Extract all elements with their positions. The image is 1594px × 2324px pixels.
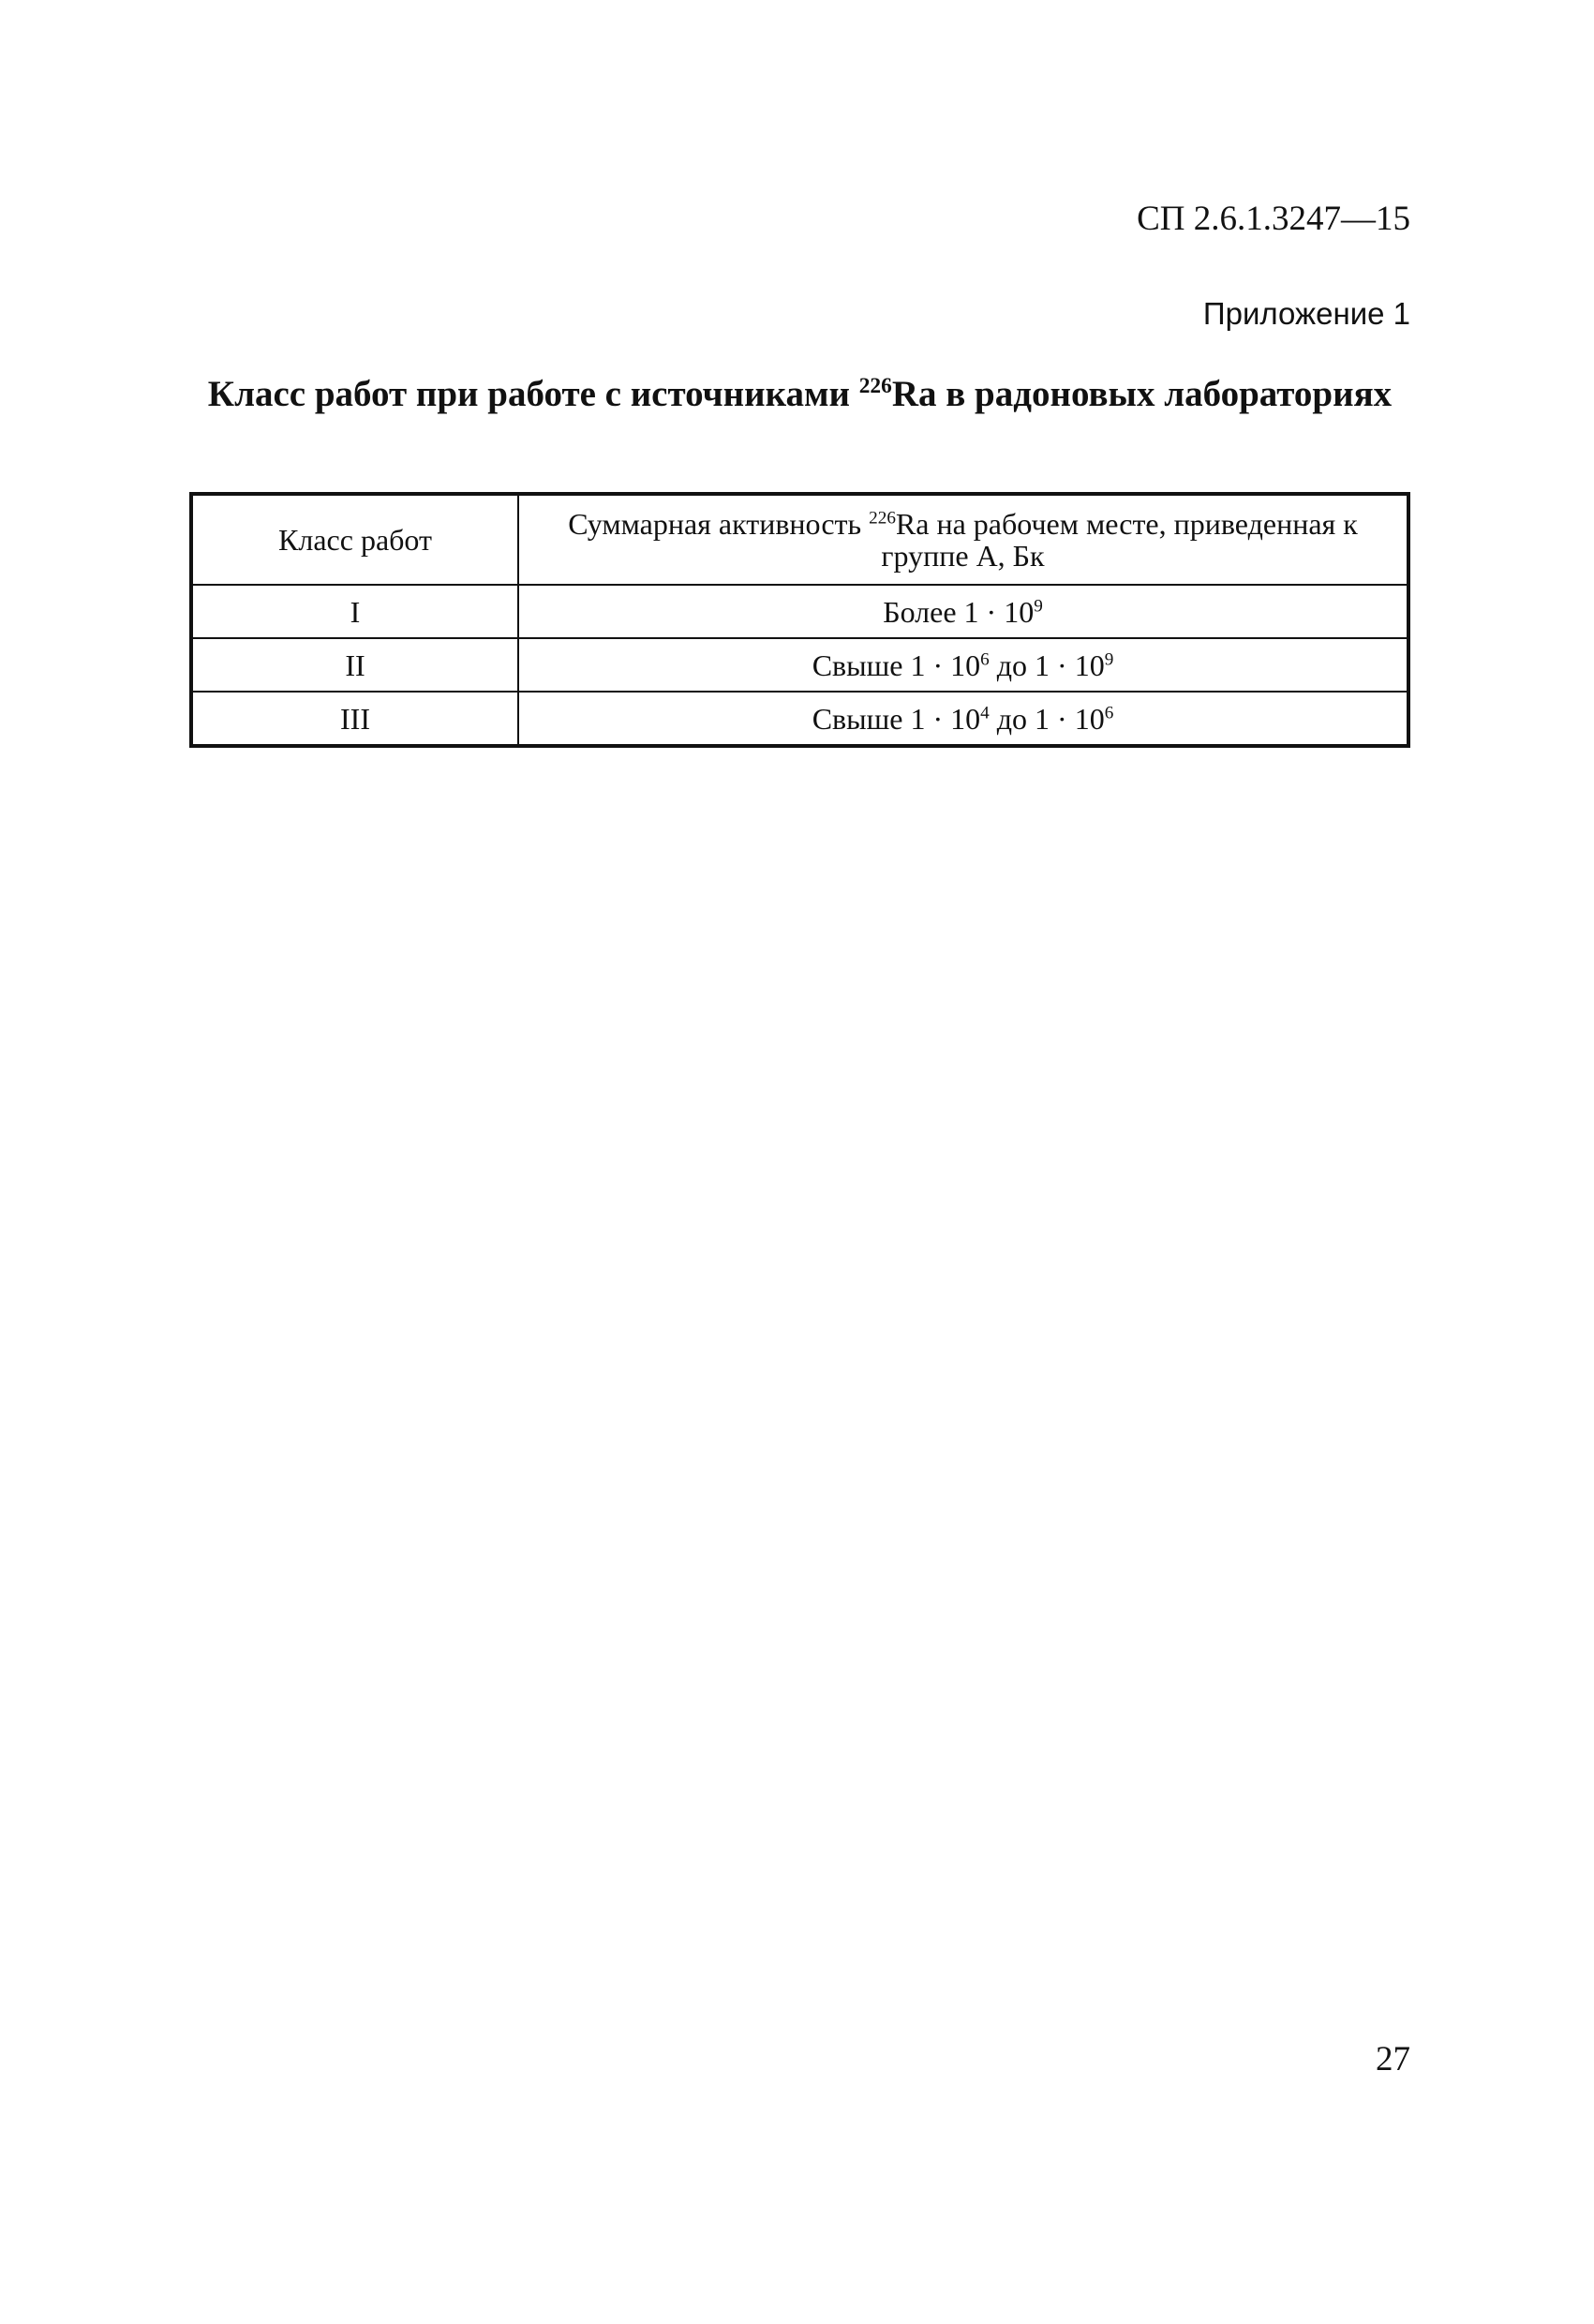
- exponent: 9: [1034, 595, 1043, 616]
- header-total-activity: Суммарная активность 226Ra на рабочем ме…: [517, 493, 1409, 586]
- exponent: 9: [1104, 648, 1114, 669]
- page-title: Класс работ при работе с источниками 226…: [189, 371, 1410, 417]
- title-isotope-mass: 226: [858, 374, 892, 398]
- document-code: СП 2.6.1.3247—15: [1137, 200, 1410, 238]
- table-row: III Свыше 1 · 104 до 1 · 106: [190, 691, 1409, 747]
- page-number: 27: [1376, 2040, 1410, 2078]
- work-class-cell: III: [190, 691, 519, 747]
- table-row: I Более 1 · 109: [190, 584, 1409, 639]
- title-text: Класс работ при работе с источниками: [207, 374, 859, 414]
- title-text-end: Ra в радоновых лабораториях: [891, 374, 1393, 414]
- work-class-table: Класс работ Суммарная активность 226Ra н…: [189, 492, 1410, 748]
- header-text: Суммарная активность: [568, 507, 870, 541]
- header-isotope-mass: 226: [869, 508, 896, 529]
- activity-text: Свыше 1 · 10: [812, 701, 981, 736]
- activity-text: Свыше 1 · 10: [812, 648, 981, 682]
- activity-text: до 1 · 10: [989, 701, 1105, 736]
- activity-text: до 1 · 10: [989, 648, 1105, 682]
- header-text-end: Ra на рабочем месте, приведенная к групп…: [881, 507, 1358, 573]
- exponent: 6: [980, 648, 990, 669]
- table-header-row: Класс работ Суммарная активность 226Ra н…: [190, 493, 1409, 586]
- exponent: 6: [1104, 702, 1114, 723]
- table-row: II Свыше 1 · 106 до 1 · 109: [190, 637, 1409, 693]
- work-class-cell: I: [190, 584, 519, 639]
- activity-cell: Свыше 1 · 106 до 1 · 109: [517, 637, 1409, 693]
- activity-cell: Свыше 1 · 104 до 1 · 106: [517, 691, 1409, 747]
- work-class-cell: II: [190, 637, 519, 693]
- activity-text: Более 1 · 10: [883, 594, 1035, 629]
- exponent: 4: [980, 702, 990, 723]
- appendix-label: Приложение 1: [1202, 296, 1410, 331]
- activity-cell: Более 1 · 109: [517, 584, 1409, 639]
- header-work-class: Класс работ: [190, 493, 519, 586]
